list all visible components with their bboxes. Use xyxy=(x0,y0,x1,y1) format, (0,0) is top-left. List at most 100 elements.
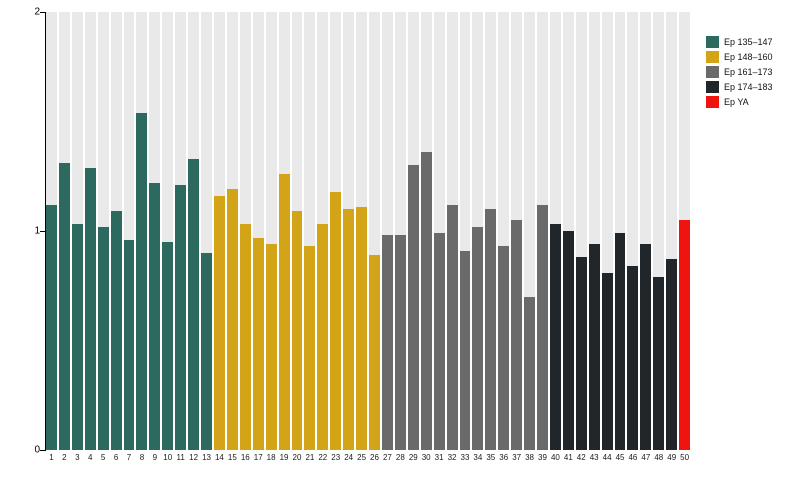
bar xyxy=(549,224,561,450)
legend-item: Ep YA xyxy=(706,96,773,108)
bar-slot xyxy=(369,12,380,450)
bar-slot xyxy=(485,12,497,450)
bar xyxy=(252,237,264,450)
bar xyxy=(459,250,471,450)
bar xyxy=(511,220,523,450)
x-tick-label: 18 xyxy=(266,453,276,462)
bar-slot xyxy=(446,12,458,450)
bar-slot xyxy=(343,12,355,450)
x-tick-label: 41 xyxy=(563,453,573,462)
bar xyxy=(524,296,536,450)
bar-slot xyxy=(524,12,536,450)
bar xyxy=(97,226,109,450)
bar-slot xyxy=(291,12,303,450)
x-tick-label: 16 xyxy=(240,453,250,462)
y-tick-label: 0 xyxy=(34,444,40,456)
bar-slot xyxy=(653,12,665,450)
bar xyxy=(291,211,303,450)
bar xyxy=(614,233,626,450)
bar xyxy=(498,246,510,450)
x-tick-label: 12 xyxy=(189,453,199,462)
bar xyxy=(369,255,380,450)
bar-slot xyxy=(317,12,329,450)
bar-slot xyxy=(239,12,251,450)
bar xyxy=(317,224,329,450)
x-tick-label: 30 xyxy=(421,453,431,462)
x-tick-label: 10 xyxy=(163,453,173,462)
legend-swatch xyxy=(706,51,719,63)
legend-swatch xyxy=(706,96,719,108)
x-tick-label: 40 xyxy=(550,453,560,462)
bar xyxy=(601,272,613,450)
bar xyxy=(562,231,574,450)
legend-item: Ep 148–160 xyxy=(706,51,773,63)
bar xyxy=(136,112,148,450)
bar xyxy=(58,163,70,450)
x-tick-label: 33 xyxy=(460,453,470,462)
bar-slot xyxy=(575,12,587,450)
x-tick-label: 11 xyxy=(176,453,185,462)
y-tick-mark xyxy=(40,231,45,232)
bar-slot xyxy=(58,12,70,450)
bar xyxy=(575,257,587,450)
x-axis-labels: 1 2 3 4 5 6 7 8 9 10 11 12 13 14 15 16 17 18 19 20 21 22 23 24 2… xyxy=(46,453,690,462)
bar-slot xyxy=(420,12,432,450)
bar xyxy=(239,224,251,450)
x-tick-label: 28 xyxy=(395,453,405,462)
legend-label: Ep YA xyxy=(724,97,749,107)
x-tick-label: 5 xyxy=(100,453,106,462)
bar-slot xyxy=(459,12,471,450)
x-tick-label: 50 xyxy=(680,453,690,462)
bar-slot xyxy=(394,12,406,450)
legend-label: Ep 148–160 xyxy=(724,52,773,62)
bar-slot xyxy=(226,12,238,450)
legend-item: Ep 135–147 xyxy=(706,36,773,48)
x-tick-label: 21 xyxy=(305,453,315,462)
legend-swatch xyxy=(706,36,719,48)
bar-slot xyxy=(640,12,652,450)
x-tick-label: 37 xyxy=(512,453,522,462)
bar-slot xyxy=(252,12,264,450)
bar-slot xyxy=(278,12,290,450)
x-tick-label: 42 xyxy=(576,453,586,462)
bar xyxy=(472,226,484,450)
x-tick-label: 31 xyxy=(434,453,444,462)
bar-slot xyxy=(356,12,368,450)
bar-slot xyxy=(537,12,548,450)
bar xyxy=(588,244,600,450)
y-tick-label: 1 xyxy=(34,225,40,237)
bar-slot xyxy=(498,12,510,450)
bar-slot xyxy=(614,12,626,450)
bar xyxy=(537,204,548,450)
bar xyxy=(394,235,406,450)
x-tick-label: 4 xyxy=(88,453,93,462)
x-tick-label: 13 xyxy=(202,453,211,462)
y-tick-label: 2 xyxy=(34,6,40,18)
legend-label: Ep 174–183 xyxy=(724,82,773,92)
bar-slot xyxy=(201,12,212,450)
bar-slot xyxy=(433,12,445,450)
x-tick-label: 17 xyxy=(253,453,263,462)
bar-slot xyxy=(472,12,484,450)
legend-item: Ep 174–183 xyxy=(706,81,773,93)
x-tick-label: 22 xyxy=(318,453,328,462)
bar xyxy=(110,211,122,450)
x-tick-label: 34 xyxy=(473,453,483,462)
bar xyxy=(265,244,277,450)
x-tick-label: 39 xyxy=(538,453,547,462)
x-tick-label: 2 xyxy=(62,453,67,462)
bar xyxy=(71,224,83,450)
bar-slot xyxy=(588,12,600,450)
bar xyxy=(356,206,368,450)
x-tick-label: 32 xyxy=(447,453,457,462)
bar-slot xyxy=(162,12,174,450)
y-tick-mark xyxy=(40,12,45,13)
bar xyxy=(84,167,96,450)
bar xyxy=(627,266,639,450)
bar xyxy=(420,152,432,450)
bar xyxy=(175,185,187,450)
bar xyxy=(162,241,174,450)
x-tick-label: 38 xyxy=(525,453,535,462)
bar-slot xyxy=(381,12,393,450)
